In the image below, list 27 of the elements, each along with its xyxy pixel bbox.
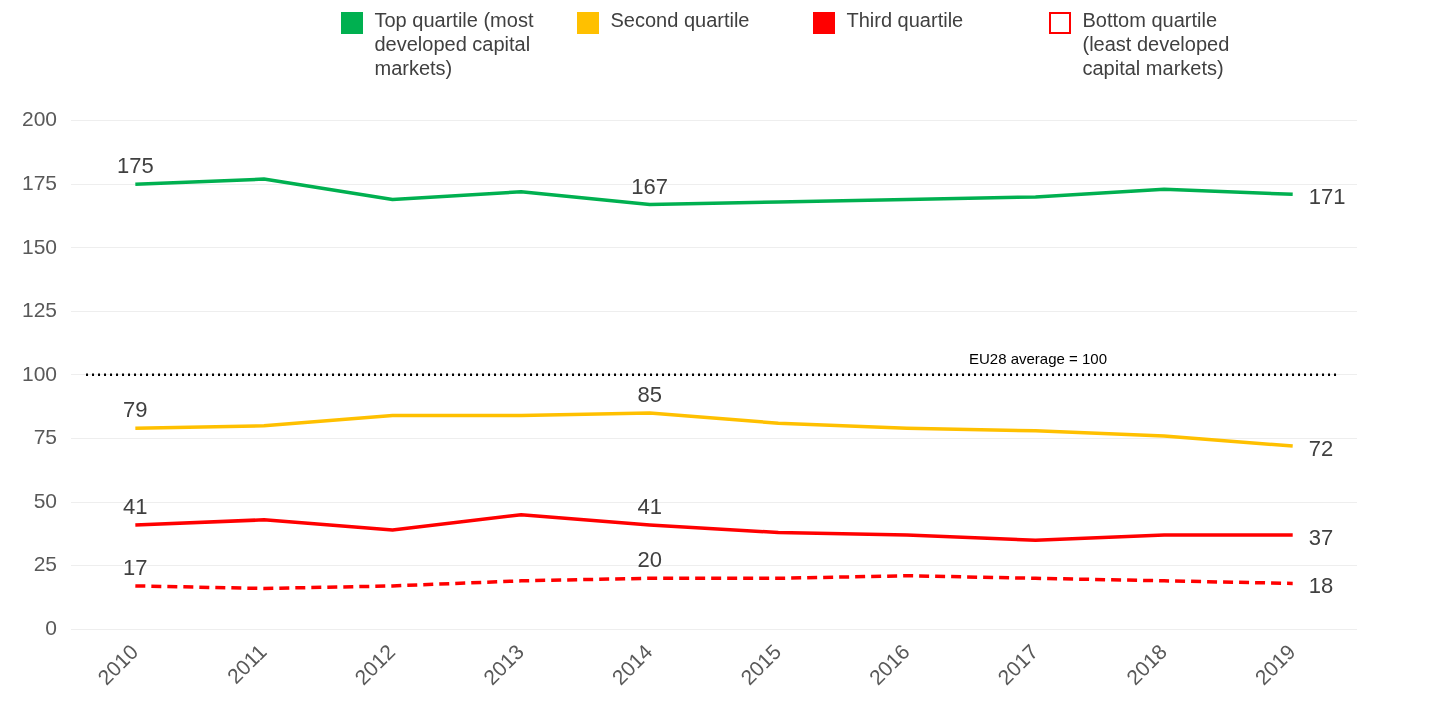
y-tick-label: 75 bbox=[33, 425, 58, 449]
legend-label: Third quartile bbox=[846, 8, 965, 32]
data-label: 85 bbox=[637, 382, 662, 408]
data-label: 167 bbox=[631, 173, 669, 199]
line-series bbox=[133, 574, 1295, 591]
data-label: 72 bbox=[1308, 436, 1334, 462]
legend-label: Bottom quartile (least developed capital markets) bbox=[1082, 8, 1231, 80]
y-tick-label: 125 bbox=[21, 298, 58, 322]
y-tick-label: 25 bbox=[33, 552, 58, 576]
data-label: 20 bbox=[637, 547, 662, 573]
y-tick-label: 0 bbox=[45, 615, 58, 639]
data-label: 41 bbox=[637, 493, 662, 519]
y-tick-label: 100 bbox=[21, 361, 58, 385]
data-label: 171 bbox=[1308, 184, 1346, 210]
legend-label: Top quartile (most developed capital markets) bbox=[374, 8, 535, 80]
data-label: 175 bbox=[116, 153, 154, 179]
data-label: 37 bbox=[1308, 525, 1334, 551]
y-tick-label: 50 bbox=[33, 488, 58, 512]
data-label: 41 bbox=[123, 493, 148, 519]
y-tick-label: 150 bbox=[21, 234, 58, 258]
y-tick-label: 175 bbox=[21, 170, 58, 194]
y-tick-label: 200 bbox=[21, 107, 58, 131]
data-label: 17 bbox=[123, 554, 148, 580]
data-label: 79 bbox=[123, 397, 148, 423]
ref-line-label: EU28 average = 100 bbox=[968, 349, 1107, 367]
legend-label: Second quartile bbox=[610, 8, 751, 32]
data-label: 18 bbox=[1308, 573, 1334, 599]
